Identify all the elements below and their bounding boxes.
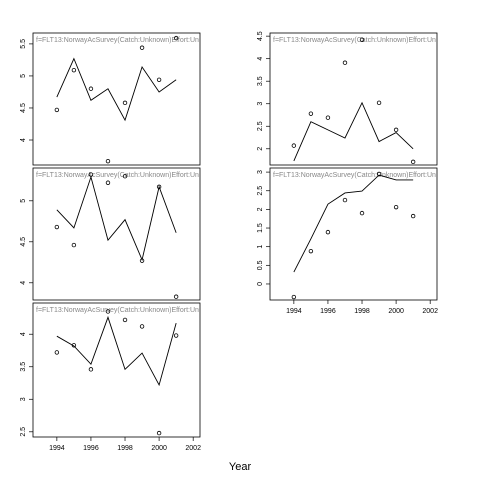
panel-title: f=FLT13:NorwayAcSurvey(Catch:Unknown)Eff…	[273, 172, 436, 179]
panel: f=FLT13:NorwayAcSurvey(Catch:Unknown)Eff…	[20, 167, 201, 301]
y-tick-label: 2	[257, 207, 264, 211]
fit-line	[56, 57, 177, 122]
data-point	[156, 77, 162, 82]
fit-line	[293, 101, 414, 162]
fit-line	[293, 174, 414, 273]
y-tick-label: 4.5	[257, 31, 264, 41]
panel-frame	[32, 302, 201, 438]
data-point	[122, 173, 128, 179]
y-tick-label: 0	[257, 282, 264, 286]
y-tick-label: 4.5	[20, 237, 27, 247]
y-tick-label: 0.5	[257, 260, 264, 270]
data-point	[105, 180, 111, 185]
data-point	[105, 158, 111, 164]
x-tick-label: 1998	[354, 308, 370, 315]
x-tick-label: 1994	[286, 308, 302, 315]
y-tick-label: 5.5	[20, 39, 27, 49]
y-tick-label: 1.5	[257, 223, 264, 233]
data-point	[342, 60, 348, 65]
x-tick-label: 1996	[320, 308, 336, 315]
data-point	[88, 86, 94, 91]
y-tick-label: 5	[20, 74, 27, 78]
data-point	[173, 35, 179, 41]
x-tick-label: 1996	[83, 445, 99, 452]
data-point	[139, 324, 145, 329]
panel: f=FLT13:NorwayAcSurvey(Catch:Unknown)Eff…	[20, 32, 201, 166]
panel-frame	[269, 32, 438, 166]
y-tick-label: 2.5	[257, 121, 264, 131]
panel: f=FLT13:NorwayAcSurvey(Catch:Unknown)Eff…	[257, 31, 438, 166]
fit-line	[56, 315, 177, 387]
data-point	[410, 213, 416, 219]
data-point	[88, 367, 94, 372]
data-point	[393, 127, 399, 133]
y-tick-label: 4	[20, 281, 27, 285]
data-point	[308, 111, 314, 116]
data-point	[173, 333, 179, 338]
panel: f=FLT13:NorwayAcSurvey(Catch:Unknown)Eff…	[20, 302, 201, 452]
y-tick-label: 3.5	[257, 76, 264, 86]
data-point	[325, 229, 331, 235]
data-point	[54, 224, 60, 230]
x-tick-label: 2000	[151, 445, 167, 452]
data-point	[359, 37, 365, 42]
y-tick-label: 2.5	[257, 186, 264, 196]
panel-title: f=FLT13:NorwayAcSurvey(Catch:Unknown)Eff…	[36, 172, 199, 179]
data-point	[359, 210, 365, 216]
data-point	[291, 143, 297, 148]
data-point	[376, 100, 382, 106]
data-point	[122, 317, 128, 323]
y-tick-label: 3	[257, 170, 264, 174]
y-tick-label: 4	[20, 138, 27, 142]
data-point	[122, 100, 128, 106]
data-point	[71, 242, 77, 248]
data-point	[71, 67, 77, 73]
data-point	[410, 159, 416, 165]
fit-line	[56, 175, 177, 262]
y-tick-label: 2	[257, 147, 264, 151]
panel-frame	[32, 32, 201, 166]
y-tick-label: 3	[20, 397, 27, 401]
data-point	[308, 248, 314, 254]
x-axis-label: Year	[229, 461, 252, 473]
panel-frame	[32, 167, 201, 301]
y-tick-label: 3.5	[20, 362, 27, 372]
data-point	[325, 115, 331, 120]
data-point	[156, 430, 162, 436]
data-point	[393, 204, 399, 210]
x-tick-label: 2002	[185, 445, 201, 452]
data-point	[54, 350, 60, 355]
x-tick-label: 2000	[388, 308, 404, 315]
y-tick-label: 4	[20, 332, 27, 336]
x-tick-label: 1998	[117, 445, 133, 452]
y-tick-label: 5	[20, 199, 27, 203]
data-point	[291, 294, 297, 300]
y-tick-label: 2.5	[20, 427, 27, 437]
data-point	[139, 45, 145, 50]
x-tick-label: 2002	[422, 308, 438, 315]
data-point	[173, 294, 179, 299]
panel-title: f=FLT13:NorwayAcSurvey(Catch:Unknown)Eff…	[273, 37, 436, 44]
panel-title: f=FLT13:NorwayAcSurvey(Catch:Unknown)Eff…	[36, 37, 199, 44]
data-point	[105, 309, 111, 314]
panel-frame	[269, 167, 438, 301]
x-tick-label: 1994	[49, 445, 65, 452]
data-point	[342, 197, 348, 203]
y-tick-label: 3	[257, 102, 264, 106]
y-tick-label: 4.5	[20, 103, 27, 113]
y-tick-label: 4	[257, 57, 264, 61]
panel: f=FLT13:NorwayAcSurvey(Catch:Unknown)Eff…	[257, 167, 438, 315]
y-tick-label: 1	[257, 245, 264, 249]
data-point	[54, 107, 60, 113]
panel-title: f=FLT13:NorwayAcSurvey(Catch:Unknown)Eff…	[36, 307, 199, 314]
data-point	[376, 171, 382, 177]
